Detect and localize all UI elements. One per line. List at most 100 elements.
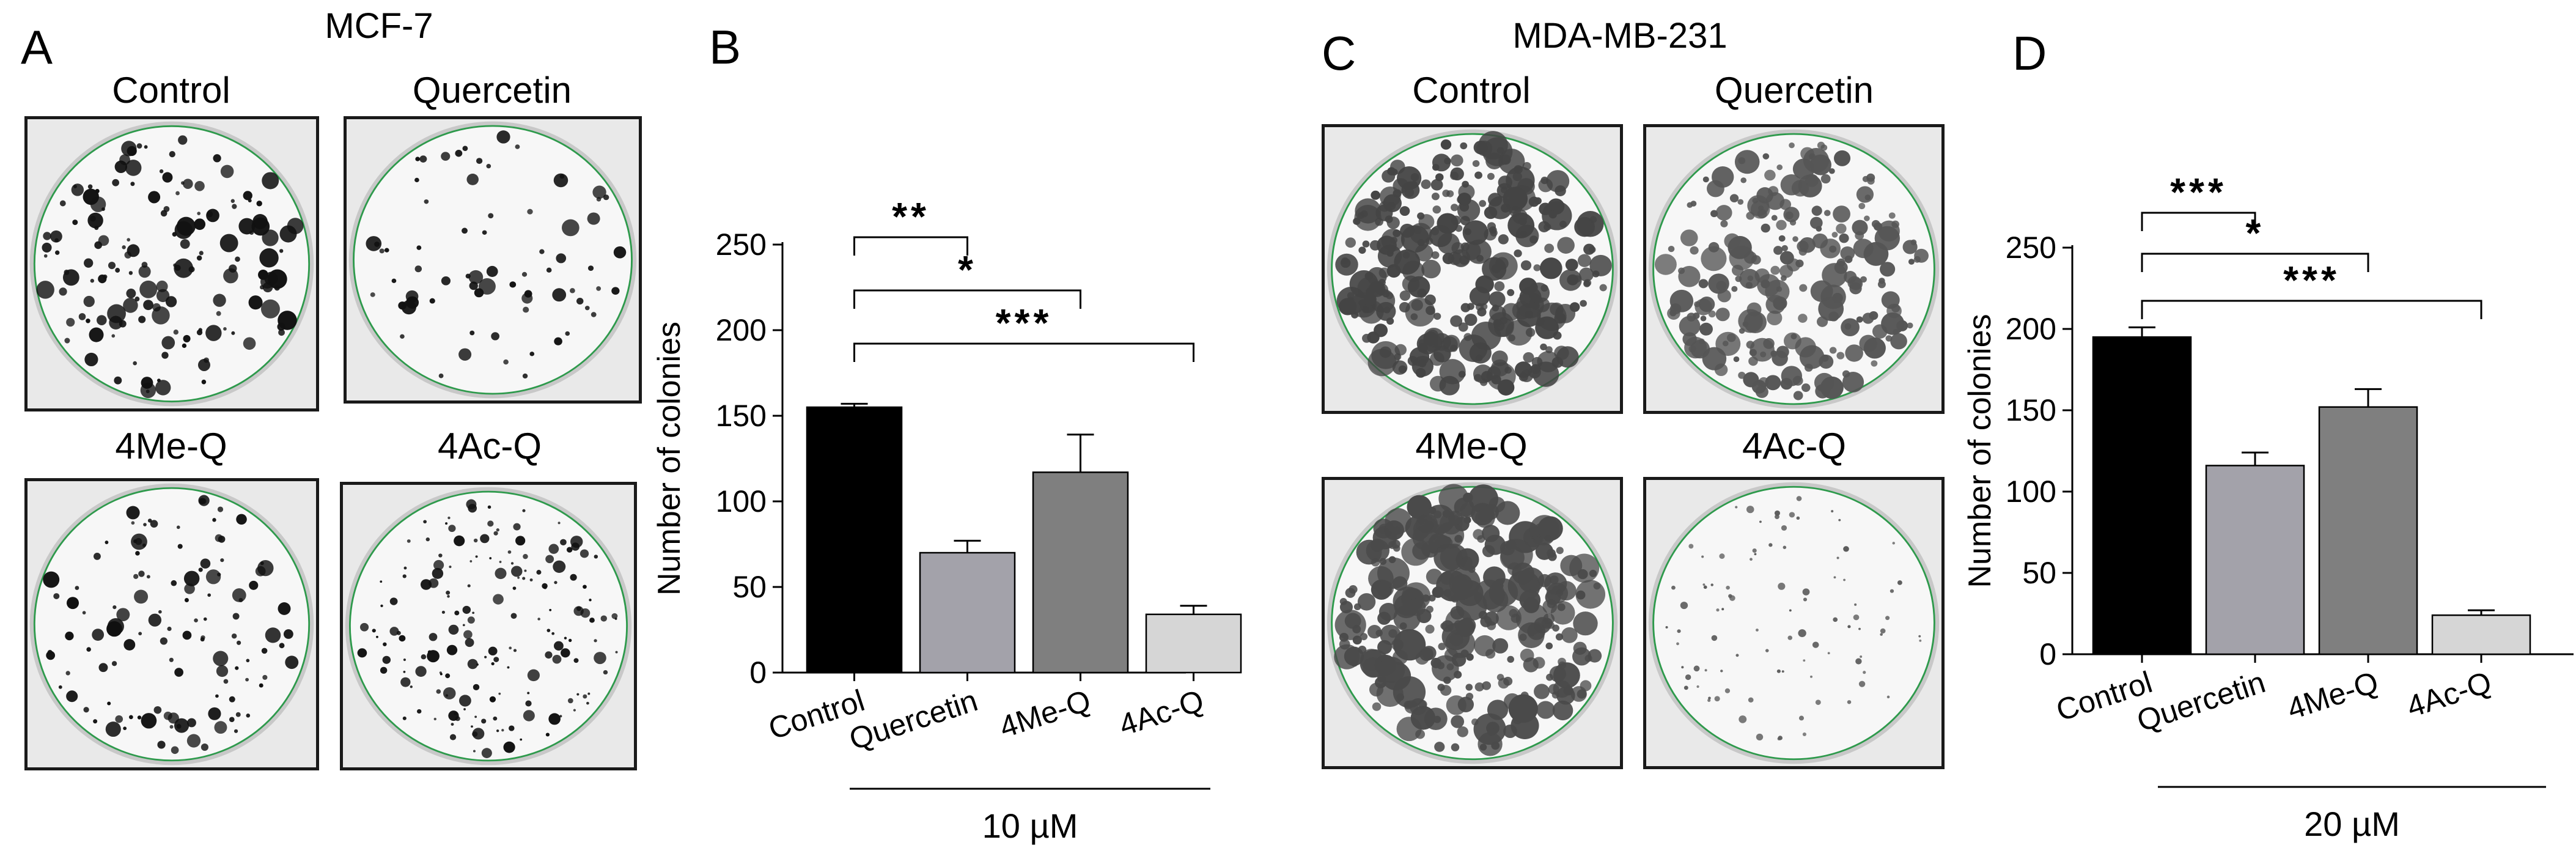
colony bbox=[403, 670, 406, 673]
colony bbox=[1776, 669, 1781, 673]
colony bbox=[414, 265, 422, 273]
colony bbox=[1890, 589, 1894, 593]
colony bbox=[1446, 663, 1454, 671]
colony bbox=[197, 212, 201, 215]
colony bbox=[279, 249, 284, 253]
colony bbox=[1843, 546, 1849, 552]
colony bbox=[176, 525, 180, 529]
colony bbox=[1831, 232, 1838, 238]
colony bbox=[1555, 633, 1564, 641]
colony bbox=[262, 674, 268, 680]
colony bbox=[1464, 313, 1478, 326]
colony bbox=[491, 332, 499, 341]
colony bbox=[1804, 363, 1813, 372]
colony bbox=[1439, 359, 1466, 385]
plate-image bbox=[28, 481, 316, 767]
colony bbox=[1469, 286, 1490, 306]
plate-image bbox=[1646, 480, 1941, 766]
colony bbox=[67, 597, 79, 610]
colony bbox=[174, 265, 181, 271]
colony bbox=[1754, 553, 1757, 556]
colony bbox=[1494, 320, 1505, 331]
colony bbox=[1676, 642, 1679, 646]
colony bbox=[488, 213, 494, 219]
colony bbox=[1421, 259, 1441, 279]
colony bbox=[171, 580, 177, 586]
colony bbox=[180, 239, 190, 249]
significance-label: * bbox=[958, 248, 977, 292]
plate-label-a-2: 4Me-Q bbox=[115, 426, 227, 467]
category-label: 4Ac-Q bbox=[2402, 665, 2495, 724]
colony bbox=[1492, 350, 1508, 366]
colony bbox=[1508, 334, 1515, 342]
colony bbox=[1731, 264, 1744, 276]
bar bbox=[1032, 471, 1129, 674]
colony bbox=[1580, 300, 1587, 307]
colony bbox=[116, 608, 130, 622]
colony bbox=[1396, 693, 1405, 701]
colony bbox=[133, 361, 137, 366]
colony bbox=[182, 343, 187, 349]
colony bbox=[512, 586, 517, 590]
bar bbox=[1145, 613, 1242, 674]
colony bbox=[462, 624, 465, 627]
colony bbox=[1534, 297, 1550, 312]
colony bbox=[568, 638, 572, 642]
colony bbox=[138, 632, 142, 636]
colony bbox=[589, 599, 592, 602]
colony bbox=[1833, 576, 1836, 579]
colony bbox=[1580, 680, 1592, 692]
colony bbox=[1457, 726, 1468, 737]
colony bbox=[1747, 275, 1754, 281]
colony bbox=[86, 647, 91, 652]
colony bbox=[1702, 583, 1706, 586]
colony bbox=[1856, 316, 1863, 323]
colony bbox=[554, 641, 564, 651]
colony bbox=[251, 217, 270, 236]
colony bbox=[1498, 234, 1509, 245]
colony bbox=[1358, 246, 1366, 254]
colony bbox=[1811, 205, 1822, 216]
colony bbox=[71, 183, 84, 196]
y-tick-label: 200 bbox=[716, 313, 767, 347]
panel-letter-d: D bbox=[2012, 26, 2047, 80]
colony bbox=[1520, 260, 1532, 271]
colony bbox=[176, 724, 182, 729]
colony bbox=[187, 718, 196, 728]
colony bbox=[517, 576, 520, 579]
colony bbox=[1527, 629, 1536, 636]
colony bbox=[474, 715, 477, 718]
colony bbox=[1560, 555, 1583, 577]
colony bbox=[1708, 696, 1711, 699]
colony bbox=[246, 659, 250, 663]
colony bbox=[1754, 268, 1770, 283]
colony bbox=[213, 154, 221, 163]
colony bbox=[248, 295, 263, 310]
colony bbox=[1489, 252, 1518, 280]
colony bbox=[1579, 267, 1594, 282]
colony bbox=[454, 535, 465, 547]
colony bbox=[1707, 180, 1724, 197]
significance-bracket bbox=[853, 342, 1194, 362]
colony bbox=[1783, 332, 1801, 350]
colony bbox=[163, 205, 170, 212]
colony bbox=[232, 588, 246, 602]
category-label: 4Ac-Q bbox=[1115, 683, 1208, 742]
colony bbox=[1721, 608, 1724, 611]
colony bbox=[1840, 246, 1855, 260]
colony bbox=[1919, 640, 1922, 642]
colony bbox=[1444, 157, 1451, 164]
colony bbox=[1539, 257, 1562, 279]
colony bbox=[1381, 229, 1405, 251]
colony bbox=[256, 201, 262, 207]
colony bbox=[1500, 539, 1533, 570]
colony bbox=[1366, 287, 1375, 296]
colony bbox=[1828, 168, 1835, 174]
colony bbox=[1460, 303, 1471, 312]
colony bbox=[1449, 171, 1459, 180]
colony bbox=[1518, 567, 1545, 593]
colony bbox=[200, 558, 211, 569]
colony bbox=[1421, 179, 1431, 190]
colony bbox=[584, 306, 590, 311]
colony bbox=[498, 692, 501, 695]
